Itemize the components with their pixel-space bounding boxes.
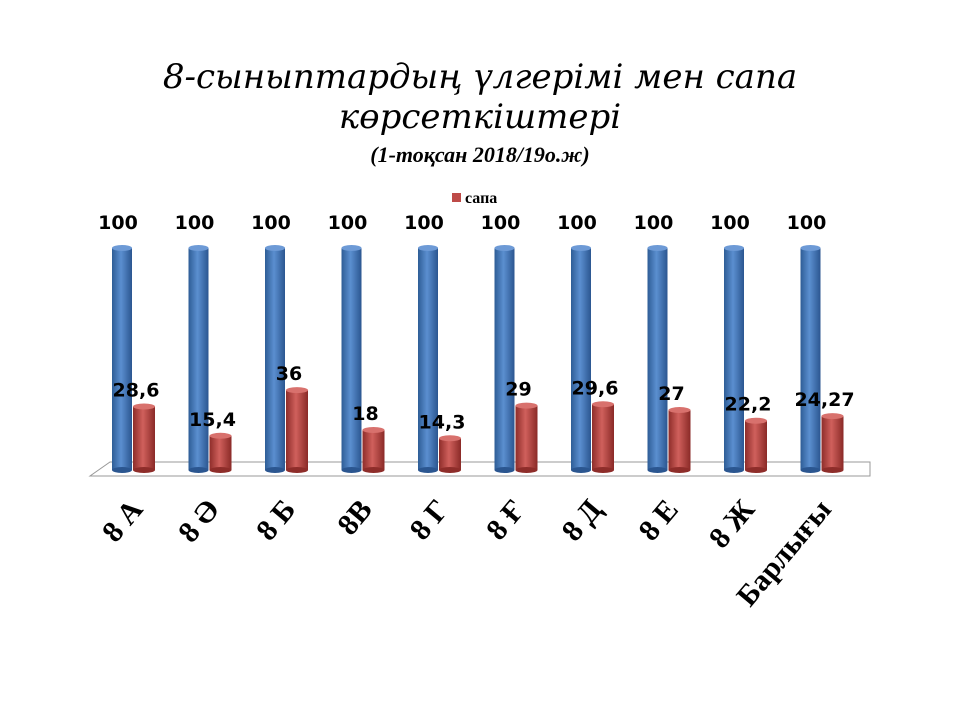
bar-blue	[112, 248, 132, 470]
bar-base	[800, 467, 821, 473]
bar-base	[133, 467, 155, 473]
bar-base	[571, 467, 591, 473]
category-label: 8 Ә	[172, 493, 226, 548]
data-label: 28,6	[113, 380, 160, 402]
chart-title-line2: көрсеткіштері	[338, 97, 622, 137]
data-label: 29	[505, 379, 531, 401]
bar-blue	[265, 248, 285, 470]
bar-base	[647, 467, 668, 473]
data-label: 100	[98, 212, 138, 234]
category-label: 8 Е	[632, 493, 685, 547]
data-label: 22,2	[725, 394, 772, 416]
category-label: 8 Ж	[703, 493, 762, 554]
bar-sapa	[439, 438, 461, 470]
bar-top	[668, 407, 691, 414]
bar-sapa	[133, 406, 155, 470]
bar-top	[724, 245, 744, 251]
bar-base	[724, 467, 744, 473]
bar-top	[571, 245, 591, 251]
bar-base	[745, 467, 767, 473]
data-label: 27	[658, 383, 684, 405]
data-label: 100	[404, 212, 444, 234]
bar-sapa	[745, 420, 767, 470]
data-label: 100	[634, 212, 674, 234]
data-label: 100	[557, 212, 597, 234]
data-label: 24,27	[794, 389, 854, 411]
bar-blue	[188, 248, 209, 470]
bar-base	[112, 467, 132, 473]
data-label: 100	[787, 212, 827, 234]
bar-base	[418, 467, 438, 473]
bar-base	[668, 467, 691, 473]
bar-sapa	[209, 435, 232, 470]
bar-base	[265, 467, 285, 473]
bar-sapa	[515, 405, 538, 470]
chart-subtitle: (1-тоқсан 2018/19о.ж)	[370, 142, 590, 167]
category-label: 8 Б	[250, 493, 302, 547]
bar-base	[439, 467, 461, 473]
bar-top	[745, 417, 767, 424]
data-label: 14,3	[419, 411, 466, 433]
bar-blue	[571, 248, 591, 470]
legend-label: сапа	[465, 190, 497, 207]
bar-blue	[418, 248, 438, 470]
bar-base	[341, 467, 362, 473]
bar-blue	[800, 248, 821, 470]
data-label: 100	[481, 212, 521, 234]
data-label: 18	[352, 403, 378, 425]
data-label: 15,4	[189, 409, 236, 431]
bar-top	[647, 245, 668, 251]
bar-top	[286, 387, 308, 394]
bar-top	[265, 245, 285, 251]
category-label: 8 Ғ	[480, 493, 532, 546]
category-label: 8 Д	[555, 493, 608, 548]
bar-sapa	[821, 416, 844, 470]
bar-blue	[647, 248, 668, 470]
bar-sapa	[592, 404, 614, 470]
data-label: 36	[276, 363, 302, 385]
data-label: 100	[710, 212, 750, 234]
bar-sapa	[668, 410, 691, 470]
bar-top	[209, 432, 232, 439]
bar-sapa	[362, 430, 385, 470]
legend-swatch	[452, 193, 461, 202]
bar-base	[494, 467, 515, 473]
bar-top	[341, 245, 362, 251]
category-label: 8 А	[96, 493, 150, 548]
bar-sapa	[286, 390, 308, 470]
data-label: 100	[175, 212, 215, 234]
bar-base	[188, 467, 209, 473]
bar-blue	[724, 248, 744, 470]
bar-base	[209, 467, 232, 473]
bar-blue	[341, 248, 362, 470]
data-label: 29,6	[572, 377, 619, 399]
bar-top	[188, 245, 209, 251]
bar-base	[362, 467, 385, 473]
bar-top	[494, 245, 515, 251]
bar-blue	[494, 248, 515, 470]
data-label: 100	[251, 212, 291, 234]
bar-base	[592, 467, 614, 473]
bar-top	[133, 403, 155, 410]
bar-top	[439, 435, 461, 442]
category-label: 8 Г	[403, 493, 455, 546]
data-label: 100	[328, 212, 368, 234]
bar-top	[418, 245, 438, 251]
bar-base	[286, 467, 308, 473]
bar-top	[112, 245, 132, 251]
bar-top	[362, 427, 385, 434]
bar-top	[515, 402, 538, 409]
bar-base	[515, 467, 538, 473]
bar-top	[592, 401, 614, 408]
bar-base	[821, 467, 844, 473]
bar-top	[821, 413, 844, 420]
category-label: 8В	[331, 493, 379, 541]
bar-top	[800, 245, 821, 251]
chart-title: 8-сыныптардың үлгерімі мен сапа	[162, 57, 798, 97]
